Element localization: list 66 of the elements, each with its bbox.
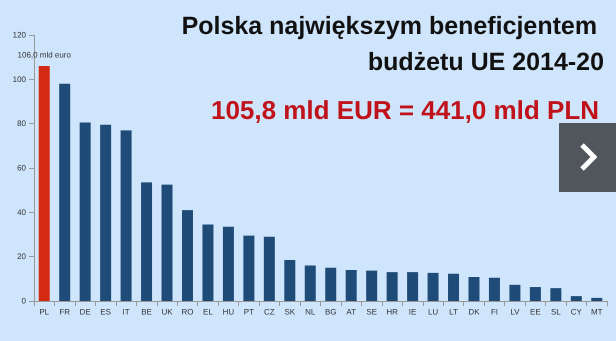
bar [243, 236, 254, 301]
x-tick-label: RO [181, 308, 194, 316]
bar [509, 284, 520, 301]
x-tick-label: CY [570, 308, 583, 316]
bar [120, 130, 132, 301]
x-tick-label: PL [39, 308, 50, 316]
x-tick-label: HR [386, 308, 398, 316]
bar [284, 260, 296, 301]
y-tick-label: 100 [12, 74, 27, 84]
bar [468, 277, 480, 301]
x-tick-label: BG [324, 308, 337, 316]
data-label: 106,0 mld euro [18, 50, 72, 60]
text: 105,8 mld EUR = 441,0 mld PLN [211, 95, 600, 125]
bar [264, 236, 275, 301]
bar [162, 184, 173, 301]
x-tick-label: LT [449, 308, 458, 316]
bar [530, 287, 541, 301]
x-tick-label: LV [510, 308, 520, 316]
bar [59, 84, 70, 301]
x-tick-label: BE [141, 308, 152, 316]
x-tick-label: AT [346, 308, 356, 316]
y-tick-label: 60 [17, 164, 27, 172]
x-tick-label: SL [550, 308, 562, 316]
x-tick-label: EE [530, 308, 541, 316]
y-tick-label: 20 [17, 252, 27, 262]
bar [202, 224, 214, 301]
bar [488, 278, 500, 301]
bar [570, 296, 582, 301]
bar [591, 298, 602, 301]
chart-title: Polska największym beneficjentem budżetu UE 2014-20 [182, 12, 604, 76]
bar [366, 270, 378, 301]
x-tick-label: CZ [264, 308, 275, 316]
bar [182, 210, 193, 301]
x-tick-label: IT [122, 308, 130, 316]
y-tick-label: 0 [22, 296, 27, 306]
x-tick-label: DE [80, 308, 91, 316]
x-tick-label: ES [100, 308, 111, 316]
bar [325, 268, 336, 301]
x-tick-label: SE [366, 308, 377, 316]
x-tick-label: HU [222, 308, 234, 316]
bar [80, 122, 91, 301]
bar [448, 274, 460, 301]
x-tick-label: NL [305, 308, 316, 316]
bar [428, 272, 439, 301]
x-tick-label: PT [244, 308, 254, 316]
x-tick-label: FI [490, 308, 498, 316]
x-tick-label: UK [161, 308, 174, 316]
bar [222, 226, 234, 301]
x-tick-label: MT [590, 308, 603, 316]
x-tick-label: LU [428, 308, 438, 316]
y-tick-label: 120 [12, 30, 27, 40]
x-tick-label: IE [408, 308, 416, 316]
bar [407, 272, 418, 301]
bar [346, 270, 357, 301]
x-tick-label: DK [468, 308, 480, 316]
bar [38, 66, 50, 301]
y-tick-label: 40 [17, 208, 27, 217]
x-tick-label: EL [203, 308, 214, 316]
x-tick-label: FR [59, 308, 70, 316]
bar [550, 288, 562, 301]
x-tick-label: SK [284, 308, 296, 316]
bar [141, 182, 152, 301]
bar [304, 266, 316, 301]
bar [100, 124, 112, 301]
y-tick-label: 80 [17, 119, 27, 128]
bar [386, 272, 398, 301]
